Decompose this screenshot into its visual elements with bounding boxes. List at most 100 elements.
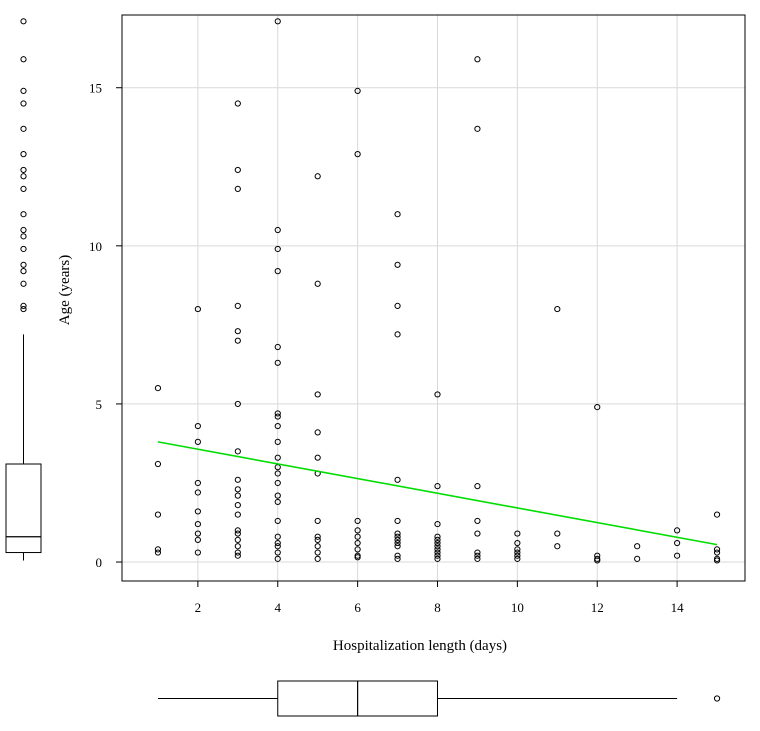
data-point	[474, 552, 481, 559]
y-box-outlier	[20, 302, 27, 310]
data-point	[274, 549, 281, 556]
data-point	[434, 555, 441, 562]
data-point	[594, 403, 601, 411]
data-point	[314, 429, 321, 436]
data-point	[234, 400, 241, 408]
data-point	[434, 391, 441, 398]
data-point	[474, 517, 481, 525]
data-point	[713, 546, 721, 553]
data-point	[394, 530, 401, 537]
data-point	[474, 555, 481, 562]
data-point	[274, 479, 281, 487]
data-point	[194, 520, 201, 528]
x-tick-label: 4	[275, 600, 282, 615]
data-point	[514, 555, 521, 562]
y-box-outlier	[20, 261, 27, 268]
data-point	[154, 385, 162, 392]
data-point	[274, 413, 281, 420]
data-point	[314, 533, 321, 540]
data-point	[234, 511, 241, 518]
data-point	[713, 557, 721, 564]
data-point	[434, 520, 441, 528]
data-point	[234, 530, 241, 537]
x-tick-label: 12	[591, 600, 604, 615]
y-box-outlier	[20, 185, 27, 193]
data-point	[434, 552, 441, 559]
data-point	[194, 479, 201, 487]
data-point	[234, 549, 241, 556]
data-points	[154, 18, 721, 564]
y-box	[5, 463, 42, 554]
data-point	[354, 533, 361, 540]
data-point	[314, 536, 321, 543]
data-point	[354, 527, 361, 534]
data-point	[354, 539, 361, 547]
y-marginal-boxplot	[5, 18, 42, 561]
data-point	[194, 549, 201, 556]
data-point	[234, 476, 241, 483]
data-point	[514, 549, 521, 556]
x-marginal-boxplot	[157, 680, 721, 717]
data-point	[194, 305, 201, 313]
data-point	[274, 268, 281, 275]
data-point	[274, 517, 281, 525]
data-point	[314, 517, 321, 525]
data-point	[674, 527, 681, 534]
data-point	[274, 18, 281, 25]
data-point	[514, 539, 521, 547]
data-point	[354, 546, 361, 553]
data-point	[394, 302, 401, 310]
y-box-outlier	[20, 268, 27, 275]
data-point	[234, 486, 241, 493]
y-tick-label: 15	[89, 81, 102, 96]
x-axis-label: Hospitalization length (days)	[333, 638, 507, 654]
plot-frame	[121, 14, 746, 582]
data-point	[434, 536, 441, 543]
trend-line	[157, 441, 718, 546]
data-point	[274, 470, 281, 477]
data-point	[234, 448, 241, 455]
x-tick-label: 6	[354, 600, 361, 615]
data-point	[274, 533, 281, 540]
data-point	[713, 549, 721, 556]
data-point	[354, 151, 361, 158]
y-tick-label: 0	[96, 555, 103, 570]
data-point	[394, 533, 401, 540]
data-point	[434, 543, 441, 550]
y-box-outlier	[20, 18, 27, 25]
y-tick-label: 5	[96, 397, 103, 412]
data-point	[154, 460, 162, 468]
data-point	[274, 555, 281, 562]
x-tick-label: 2	[195, 600, 202, 615]
data-point	[274, 226, 281, 234]
x-tick-label: 8	[434, 600, 441, 615]
data-point	[314, 454, 321, 461]
data-point	[194, 536, 201, 543]
data-point	[194, 530, 201, 537]
data-point	[314, 391, 321, 398]
data-point	[234, 337, 241, 344]
y-box-outlier	[20, 233, 27, 240]
data-point	[234, 492, 241, 499]
data-point	[594, 557, 601, 564]
data-point	[674, 539, 681, 547]
data-point	[354, 517, 361, 525]
data-point	[234, 185, 241, 193]
data-point	[554, 305, 561, 313]
data-point	[474, 549, 481, 556]
data-point	[354, 554, 361, 561]
data-point	[394, 539, 401, 547]
data-point	[274, 410, 281, 417]
data-point	[434, 483, 441, 490]
data-point	[474, 56, 481, 63]
y-box-outlier	[20, 280, 27, 287]
data-point	[234, 328, 241, 335]
data-point	[274, 543, 281, 550]
data-point	[274, 343, 281, 351]
data-point	[154, 549, 162, 556]
data-point	[514, 552, 521, 559]
grid-lines	[122, 15, 745, 581]
data-point	[314, 173, 321, 180]
data-point	[394, 555, 401, 562]
data-point	[514, 546, 521, 553]
